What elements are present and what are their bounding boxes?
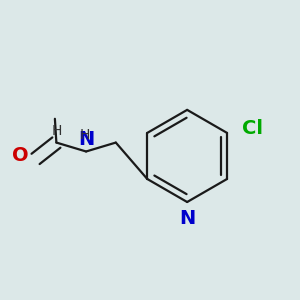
Text: N: N bbox=[78, 130, 94, 149]
Text: H: H bbox=[51, 124, 62, 138]
Text: O: O bbox=[11, 146, 28, 165]
Text: H: H bbox=[80, 128, 90, 142]
Text: N: N bbox=[179, 209, 195, 228]
Text: Cl: Cl bbox=[242, 119, 263, 138]
